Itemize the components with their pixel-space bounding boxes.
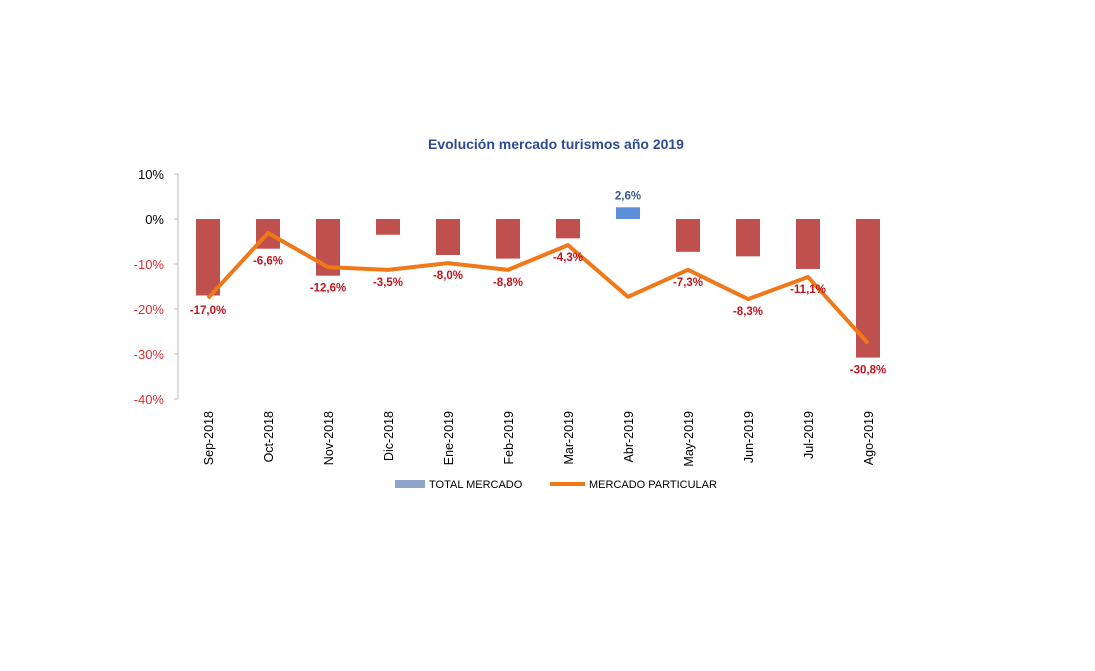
- legend-label-total: TOTAL MERCADO: [429, 479, 523, 491]
- y-tick-label: 0%: [145, 212, 164, 227]
- legend-swatch-total: [395, 480, 425, 488]
- line-series: [206, 230, 870, 345]
- x-tick-label: Feb-2019: [502, 411, 516, 465]
- bar: [616, 207, 640, 219]
- bar: [736, 219, 760, 257]
- data-label: -12,6%: [310, 283, 346, 295]
- x-tick-label: Sep-2018: [202, 411, 216, 465]
- data-label: -3,5%: [373, 277, 403, 289]
- bar: [676, 219, 700, 252]
- x-tick-label: Mar-2019: [562, 411, 576, 465]
- data-label: -8,3%: [733, 306, 763, 318]
- bar: [196, 219, 220, 296]
- data-label: -11,1%: [790, 284, 826, 296]
- legend: TOTAL MERCADO MERCADO PARTICULAR: [395, 479, 717, 491]
- data-label: -7,3%: [673, 277, 703, 289]
- data-label: -8,0%: [433, 270, 463, 282]
- bar: [796, 219, 820, 269]
- bars: [196, 207, 880, 358]
- y-tick-label: -20%: [134, 302, 165, 317]
- data-labels: -17,0% -6,6% -12,6% -3,5% -8,0% -8,8% -4,3% 2,6…: [190, 190, 886, 376]
- data-label: -6,6%: [253, 256, 283, 268]
- x-tick-label: Ago-2019: [862, 411, 876, 465]
- x-tick-label: Oct-2018: [262, 411, 276, 462]
- x-tick-label: Abr-2019: [622, 411, 636, 462]
- data-label: 2,6%: [615, 190, 641, 202]
- x-tick-label: Ene-2019: [442, 411, 456, 465]
- x-tick-label: Jul-2019: [802, 411, 816, 459]
- y-tick-label: 10%: [138, 167, 164, 182]
- bar: [436, 219, 460, 255]
- line-mercado-particular: [206, 230, 870, 345]
- data-label: -30,8%: [850, 365, 886, 377]
- chart-title: Evolución mercado turismos año 2019: [428, 136, 684, 152]
- x-tick-label: May-2019: [682, 411, 696, 467]
- y-axis: 10% 0% -10% -20% -30% -40%: [134, 167, 179, 407]
- legend-label-particular: MERCADO PARTICULAR: [589, 479, 717, 491]
- x-tick-label: Jun-2019: [742, 411, 756, 463]
- data-label: -4,3%: [553, 252, 583, 264]
- x-tick-label: Dic-2018: [382, 411, 396, 461]
- bar: [376, 219, 400, 235]
- y-tick-label: -10%: [134, 257, 165, 272]
- bar: [496, 219, 520, 259]
- data-label: -17,0%: [190, 305, 226, 317]
- data-label: -8,8%: [493, 277, 523, 289]
- x-axis: Sep-2018 Oct-2018 Nov-2018 Dic-2018 Ene-2019…: [202, 411, 876, 467]
- y-tick-label: -30%: [134, 347, 165, 362]
- x-tick-label: Nov-2018: [322, 411, 336, 465]
- y-tick-label: -40%: [134, 392, 165, 407]
- bar: [556, 219, 580, 239]
